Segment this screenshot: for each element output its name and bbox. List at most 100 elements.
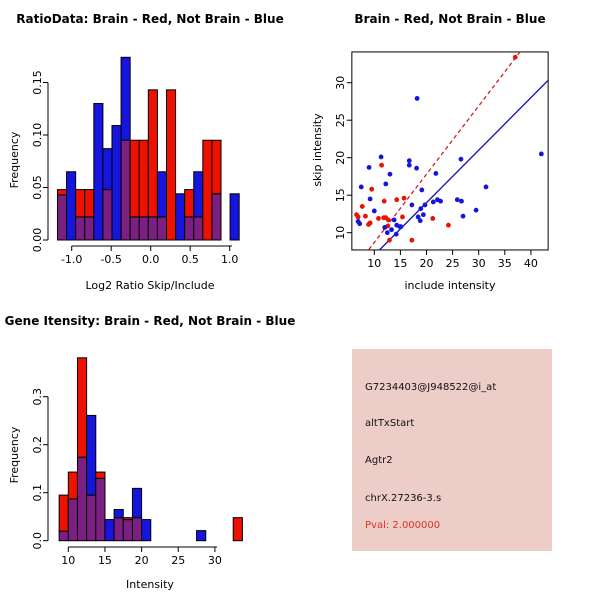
scatter-point <box>538 151 544 157</box>
histogram-bar <box>111 125 122 241</box>
scatter-point <box>473 207 479 213</box>
histogram-bar <box>86 414 97 496</box>
scatter-point <box>359 204 365 209</box>
panel-ratio-histogram: RatioData: Brain - Red, Not Brain - Blue… <box>0 0 300 300</box>
histogram-bar <box>147 89 158 218</box>
regression-line-brain-fit <box>367 51 521 250</box>
x-tick-label: 30 <box>472 257 486 270</box>
histogram-bar-overlap <box>58 530 69 542</box>
scatter-point <box>420 212 426 218</box>
gene-symbol-text: Agtr2 <box>365 455 393 466</box>
scatter-point <box>387 171 393 177</box>
histogram-bar-overlap <box>131 517 143 542</box>
histogram-bar-overlap <box>193 216 204 241</box>
y-tick-label: 10 <box>334 226 347 240</box>
scatter-point <box>414 96 420 101</box>
histogram-bar <box>232 517 243 542</box>
scatter-point <box>446 222 451 228</box>
histogram-bar <box>66 171 77 241</box>
histogram-bar-overlap <box>67 498 78 542</box>
x-tick-label: 30 <box>208 554 222 567</box>
scatter-point <box>367 196 373 202</box>
histogram-bar <box>122 517 133 521</box>
scatter-point <box>401 195 407 201</box>
scatter-point <box>394 197 400 203</box>
scatter-point <box>422 202 428 208</box>
scatter-plot: 10 15 20 25 30 35 40 10 15 20 25 30 <box>334 51 549 270</box>
probe-id-text: G7234403@J948522@i_at <box>365 382 497 393</box>
histogram-bar <box>138 139 149 218</box>
scatter-point <box>383 181 389 187</box>
histogram-bar <box>129 139 140 218</box>
y-tick-label: 25 <box>334 113 347 127</box>
scatter-point <box>438 198 443 204</box>
scatter-point <box>433 171 439 176</box>
plot-box <box>351 51 549 251</box>
y-tick-label: 0.05 <box>31 175 44 200</box>
scatter-point <box>376 216 381 221</box>
ratio-histogram-plot: 0.00 0.05 0.10 0.15 -1.0 -0.5 0.0 0.5 1.0 <box>31 56 240 266</box>
scatter-point <box>483 184 489 190</box>
histogram-bar-overlap <box>75 216 86 241</box>
histogram-bar <box>102 148 113 191</box>
histogram-bar <box>141 519 152 542</box>
event-type-text: altTxStart <box>365 418 415 429</box>
x-axis-label-gene: Intensity <box>126 578 174 591</box>
y-tick-label: 30 <box>334 76 347 90</box>
histogram-bar-overlap <box>84 216 95 241</box>
scatter-point <box>379 162 385 168</box>
histogram-bar <box>56 189 68 196</box>
x-tick-label: 1.0 <box>221 253 239 266</box>
ratio-histogram-title: RatioData: Brain - Red, Not Brain - Blue <box>16 12 284 26</box>
histogram-bar <box>229 193 240 241</box>
scatter-point <box>363 213 368 219</box>
histogram-bar-overlap <box>147 216 158 241</box>
histogram-bar-overlap <box>156 216 167 241</box>
histogram-bar-overlap <box>184 216 195 241</box>
regression-line-notbrain-fit <box>378 79 549 250</box>
x-tick-label: 35 <box>498 257 512 270</box>
scatter-point <box>414 165 419 171</box>
histogram-bar <box>175 193 186 241</box>
histogram-bar-overlap <box>56 194 68 241</box>
histogram-bar <box>196 530 207 542</box>
histogram-bar <box>95 471 106 479</box>
histogram-bar-overlap <box>76 456 88 542</box>
scatter-point <box>460 213 466 219</box>
scatter-point <box>409 237 415 243</box>
histogram-bar-overlap <box>113 517 124 542</box>
scatter-point <box>397 224 403 230</box>
histogram-bar <box>67 471 78 500</box>
scatter-point <box>358 184 364 190</box>
chromosome-text: chrX.27236-3.s <box>365 493 442 504</box>
y-axis-label-scatter: skip intensity <box>311 113 324 187</box>
histogram-bar <box>120 56 131 141</box>
panel-info: G7234403@J948522@i_at altTxStart Agtr2 c… <box>300 300 600 600</box>
scatter-point <box>384 230 390 236</box>
scatter-point <box>458 156 464 162</box>
scatter-point <box>366 222 371 227</box>
scatter-point <box>417 218 423 224</box>
x-axis-label-ratio: Log2 Ratio Skip/Include <box>85 279 215 292</box>
x-tick-label: 25 <box>171 554 185 567</box>
scatter-point <box>400 214 405 220</box>
scatter-title: Brain - Red, Not Brain - Blue <box>354 12 546 26</box>
scatter-point <box>430 199 436 205</box>
y-tick-label: 0.10 <box>31 123 44 148</box>
histogram-bar <box>193 171 204 218</box>
x-tick-label: 10 <box>61 554 75 567</box>
histogram-bar <box>156 171 167 218</box>
scatter-point <box>512 54 518 60</box>
y-axis-label-gene: Frequency <box>8 426 21 484</box>
y-tick-label: 0.00 <box>31 228 44 253</box>
histogram-bar <box>131 487 143 519</box>
scatter-point <box>389 227 394 233</box>
histogram-bar <box>76 357 88 458</box>
scatter-point <box>406 162 412 168</box>
scatter-point <box>391 217 397 223</box>
scatter-point <box>371 208 377 214</box>
info-panel-background <box>352 349 552 551</box>
y-tick-label: 0.2 <box>31 436 44 454</box>
x-tick-label: 20 <box>420 257 434 270</box>
